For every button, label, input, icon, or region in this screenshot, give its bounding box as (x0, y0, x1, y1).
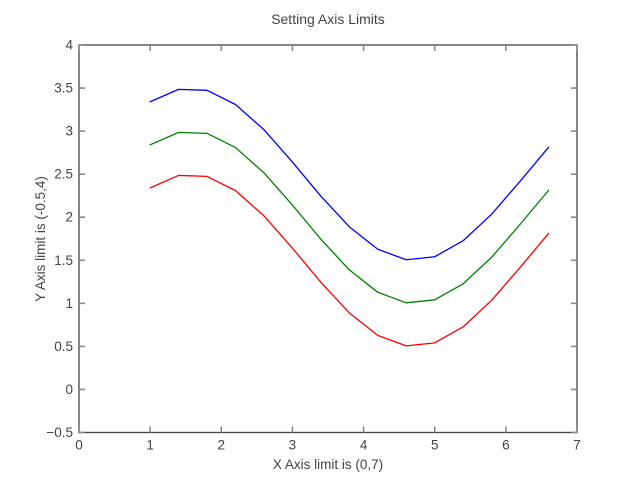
y-tick-label: 1.5 (54, 253, 73, 268)
x-tick-label: 5 (431, 438, 439, 453)
axis-box (78, 44, 578, 434)
x-tick-label: 4 (360, 438, 368, 453)
y-tick-label: 4 (65, 38, 73, 53)
x-tick-label: 1 (146, 438, 154, 453)
x-tick-label: 7 (573, 438, 581, 453)
y-tick-label: 2 (65, 210, 73, 225)
y-tick-label: 0 (65, 382, 73, 397)
x-axis-label: X Axis limit is (0,7) (273, 457, 383, 472)
y-tick-label: 3 (65, 124, 73, 139)
y-axis-label: Y Axis limit is (-0.5,4) (33, 176, 48, 302)
y-tick-label: −0.5 (46, 425, 73, 440)
chart-title: Setting Axis Limits (271, 11, 385, 27)
red-line (149, 174, 550, 347)
y-tick-label: 2.5 (54, 167, 73, 182)
tick-marks (78, 44, 578, 434)
x-tick-label: 2 (218, 438, 226, 453)
tick-labels: 0 1 2 3 4 5 6 7−0.500.511.522.533.54 (46, 38, 580, 453)
blue-line (149, 88, 550, 261)
x-tick-label: 3 (289, 438, 297, 453)
plot-border (78, 44, 578, 434)
data-lines (149, 88, 550, 347)
x-tick-label: 0 (75, 438, 83, 453)
y-tick-label: 0.5 (54, 339, 73, 354)
x-tick-label: 6 (502, 438, 510, 453)
y-tick-label: 1 (65, 296, 73, 311)
y-tick-label: 3.5 (54, 81, 73, 96)
green-line (149, 131, 550, 304)
